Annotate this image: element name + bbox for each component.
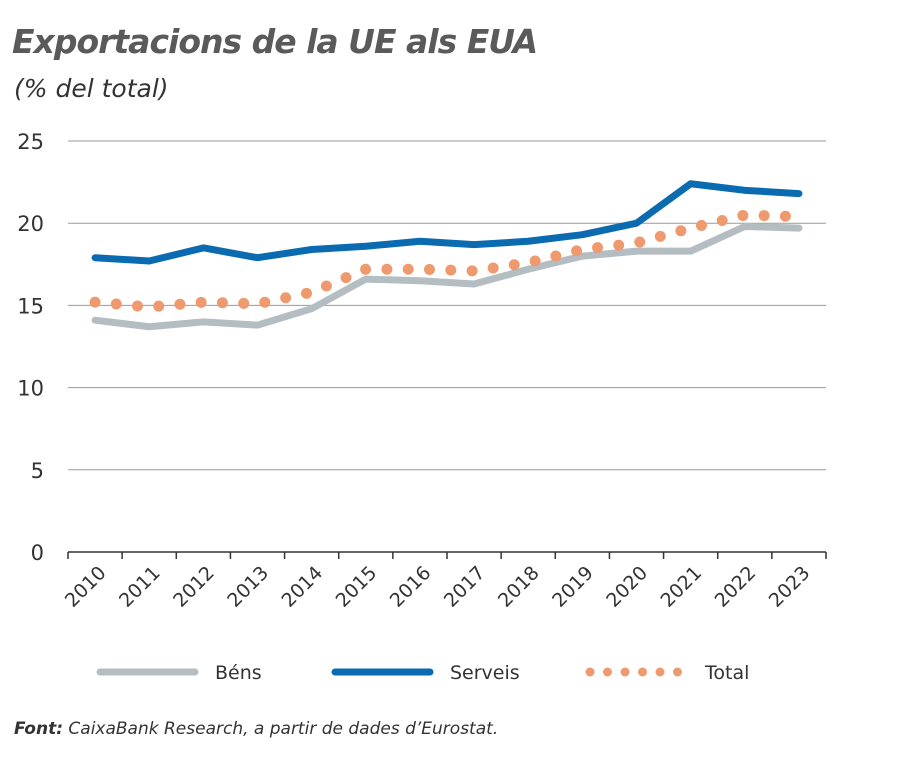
chart-subtitle: (% del total) xyxy=(14,74,169,103)
x-tick-label: 2021 xyxy=(656,562,706,612)
y-tick-label: 20 xyxy=(17,212,44,236)
series-line-serveis xyxy=(91,180,803,265)
x-tick-label: 2015 xyxy=(332,562,382,612)
x-tick-label: 2019 xyxy=(548,562,598,612)
chart-title: Exportacions de la UE als EUA xyxy=(12,22,538,61)
x-tick-label: 2016 xyxy=(386,562,436,612)
x-tick-label: 2017 xyxy=(440,562,490,612)
y-tick-label: 15 xyxy=(17,294,44,318)
x-tick-label: 2020 xyxy=(602,562,652,612)
x-tick-label: 2013 xyxy=(223,562,273,612)
x-tick-label: 2012 xyxy=(169,562,219,612)
source-note: Font: CaixaBank Research, a partir de da… xyxy=(14,719,498,739)
x-tick-label: 2018 xyxy=(494,562,544,612)
y-tick-label: 0 xyxy=(31,541,44,565)
x-tick-label: 2022 xyxy=(711,562,761,612)
x-tick-label: 2023 xyxy=(765,562,815,612)
series-line-total xyxy=(89,209,805,313)
legend-label: Béns xyxy=(215,662,262,684)
source-text: CaixaBank Research, a partir de dades d’… xyxy=(63,719,499,739)
x-tick-label: 2014 xyxy=(277,562,327,612)
series-line-béns xyxy=(91,222,803,331)
x-tick-label: 2010 xyxy=(61,562,111,612)
legend-label: Serveis xyxy=(450,662,520,684)
x-tick-label: 2011 xyxy=(115,562,165,612)
y-tick-label: 10 xyxy=(17,377,44,401)
source-label: Font: xyxy=(14,719,63,739)
y-tick-label: 5 xyxy=(31,459,44,483)
legend-label: Total xyxy=(704,662,749,684)
y-tick-label: 25 xyxy=(17,130,44,154)
